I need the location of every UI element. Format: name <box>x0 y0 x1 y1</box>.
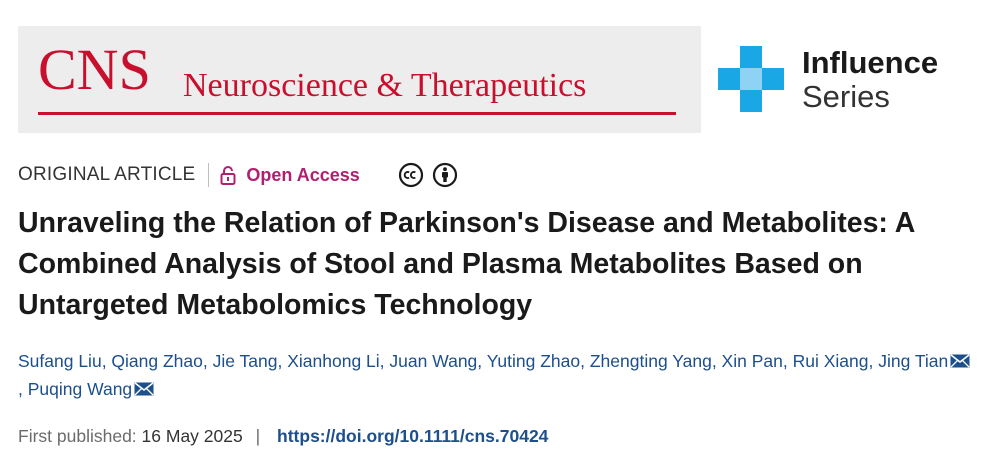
published-date: 16 May 2025 <box>141 426 243 446</box>
email-icon[interactable] <box>134 382 154 396</box>
lock-icon <box>220 166 236 185</box>
author-link[interactable]: Qiang Zhao <box>111 351 203 371</box>
journal-name: Neuroscience & Therapeutics <box>183 67 587 104</box>
article-type: ORIGINAL ARTICLE <box>18 164 196 185</box>
open-access-label[interactable]: Open Access <box>246 164 360 185</box>
author-link[interactable]: Xianhong Li <box>287 351 380 371</box>
email-icon[interactable] <box>950 354 970 368</box>
journal-banner[interactable]: CNS Neuroscience & Therapeutics <box>18 26 701 133</box>
influence-series-label[interactable]: Influence Series <box>802 46 938 114</box>
published-separator: | <box>255 426 261 446</box>
influence-title: Influence <box>802 45 939 80</box>
article-title: Unraveling the Relation of Parkinson's D… <box>18 207 915 321</box>
banner-rule <box>38 112 676 115</box>
author-link[interactable]: Yuting Zhao <box>486 351 581 371</box>
influence-series-logo-icon <box>718 46 784 112</box>
meta-divider <box>208 163 210 187</box>
author-link[interactable]: Sufang Liu <box>18 351 102 371</box>
author-link[interactable]: Jie Tang <box>212 351 278 371</box>
journal-abbreviation: CNS <box>38 37 151 102</box>
publication-info: First published: 16 May 2025 | https://d… <box>18 425 548 447</box>
author-link[interactable]: Juan Wang <box>389 351 478 371</box>
license-icons[interactable] <box>398 162 458 188</box>
author-link[interactable]: Rui Xiang <box>792 351 869 371</box>
creative-commons-icon[interactable] <box>398 162 424 188</box>
author-link[interactable]: Jing Tian <box>878 351 949 371</box>
influence-subtitle: Series <box>802 79 890 114</box>
article-meta-row: ORIGINAL ARTICLE Open Access <box>18 161 458 189</box>
author-list: Sufang Liu, Qiang Zhao, Jie Tang, Xianho… <box>18 347 973 403</box>
doi-link[interactable]: https://doi.org/10.1111/cns.70424 <box>277 426 549 446</box>
first-published-label: First published: <box>18 426 137 446</box>
author-link[interactable]: Zhengting Yang <box>589 351 712 371</box>
attribution-icon[interactable] <box>432 162 458 188</box>
author-link[interactable]: Puqing Wang <box>27 379 133 399</box>
author-link[interactable]: Xin Pan <box>721 351 783 371</box>
